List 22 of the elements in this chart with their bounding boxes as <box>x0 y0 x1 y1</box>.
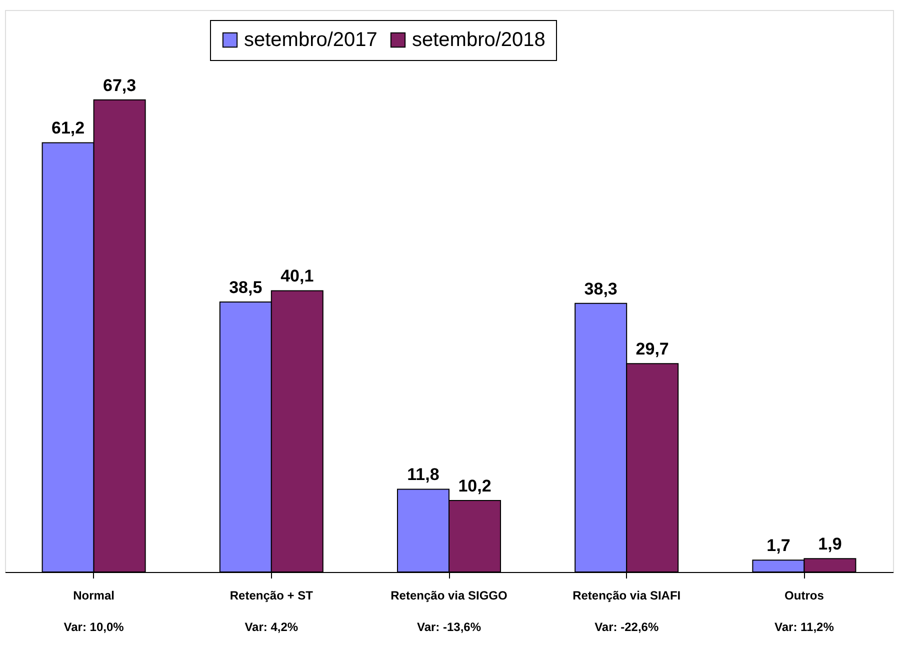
text: Var: 11,2% <box>774 620 834 634</box>
text: Var: -13,6% <box>416 620 482 634</box>
legend-label: setembro/2017 <box>244 29 378 51</box>
x-tick-label: Outros <box>784 588 824 602</box>
data-label: 38,5 <box>229 278 262 297</box>
data-label: 11,8 <box>407 465 440 484</box>
data-label: 1,9 <box>818 534 842 554</box>
data-label: 10,2 <box>458 476 492 496</box>
data-label: 61,2 <box>52 118 85 138</box>
data-label: 38,3 <box>584 279 618 298</box>
data-label: 1,7 <box>766 536 790 556</box>
text: Var: -22,6% <box>594 620 659 634</box>
x-tick-label: Retenção via SIGGO <box>390 588 508 602</box>
data-label: 67,3 <box>103 76 136 95</box>
data-label: 40,1 <box>280 266 314 286</box>
text: Var: 4,2% <box>244 620 298 634</box>
legend-label: setembro/2018 <box>412 29 546 51</box>
x-tick-label: Retenção via SIAFI <box>572 588 681 602</box>
x-tick-label: Normal <box>73 588 114 602</box>
x-tick-label: Retenção + ST <box>230 588 314 602</box>
text: Var: 10,0% <box>64 620 124 634</box>
data-label: 29,7 <box>636 340 669 359</box>
